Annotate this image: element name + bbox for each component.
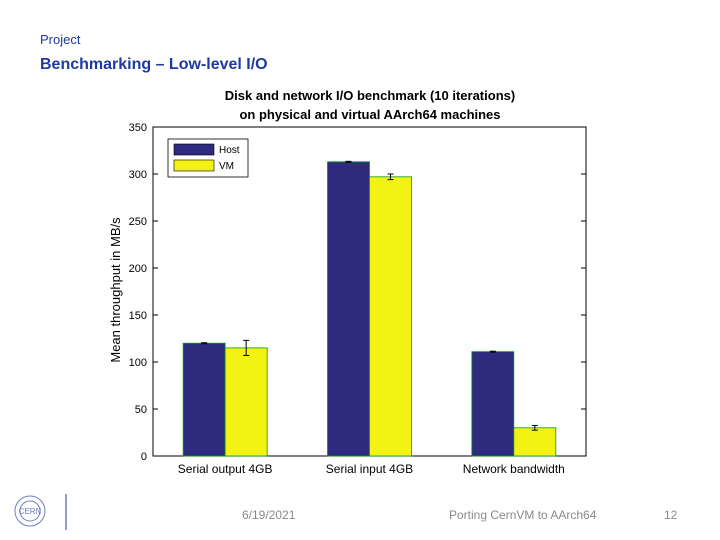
x-tick-label: Serial input 4GB	[326, 462, 413, 476]
bar-host	[182, 342, 226, 457]
y-tick-label: 100	[129, 357, 147, 369]
header-label: Project	[40, 32, 81, 47]
bar-host	[471, 351, 515, 457]
footer-date: 6/19/2021	[242, 508, 296, 522]
chart-title-line-1: Disk and network I/O benchmark (10 itera…	[225, 88, 515, 103]
x-tick-label: Network bandwidth	[463, 462, 565, 476]
bar-vm	[369, 176, 412, 457]
chart-title-line-2: on physical and virtual AArch64 machines	[239, 107, 500, 122]
cern-logo: CERN	[14, 494, 67, 530]
bar-vm	[513, 427, 557, 457]
bar-vm	[224, 347, 268, 457]
legend-swatch-vm	[173, 159, 215, 172]
legend-swatch-host	[173, 143, 215, 156]
y-tick-label: 50	[135, 404, 147, 416]
slide-title: Benchmarking – Low-level I/O	[40, 56, 268, 73]
bar-host	[327, 161, 370, 457]
svg-text:CERN: CERN	[19, 507, 42, 516]
y-tick-label: 250	[129, 216, 147, 228]
y-tick-label: 350	[129, 122, 147, 134]
footer-presentation-title: Porting CernVM to AArch64	[449, 508, 597, 522]
y-tick-label: 300	[129, 169, 147, 181]
y-axis-label: Mean throughput in MB/s	[108, 217, 123, 363]
legend-label-vm: VM	[219, 161, 234, 172]
legend-label-host: Host	[219, 145, 240, 156]
y-tick-label: 200	[129, 263, 147, 275]
x-tick-label: Serial output 4GB	[178, 462, 273, 476]
footer-page-number: 12	[664, 508, 678, 522]
y-tick-label: 0	[141, 451, 147, 463]
y-tick-label: 150	[129, 310, 147, 322]
